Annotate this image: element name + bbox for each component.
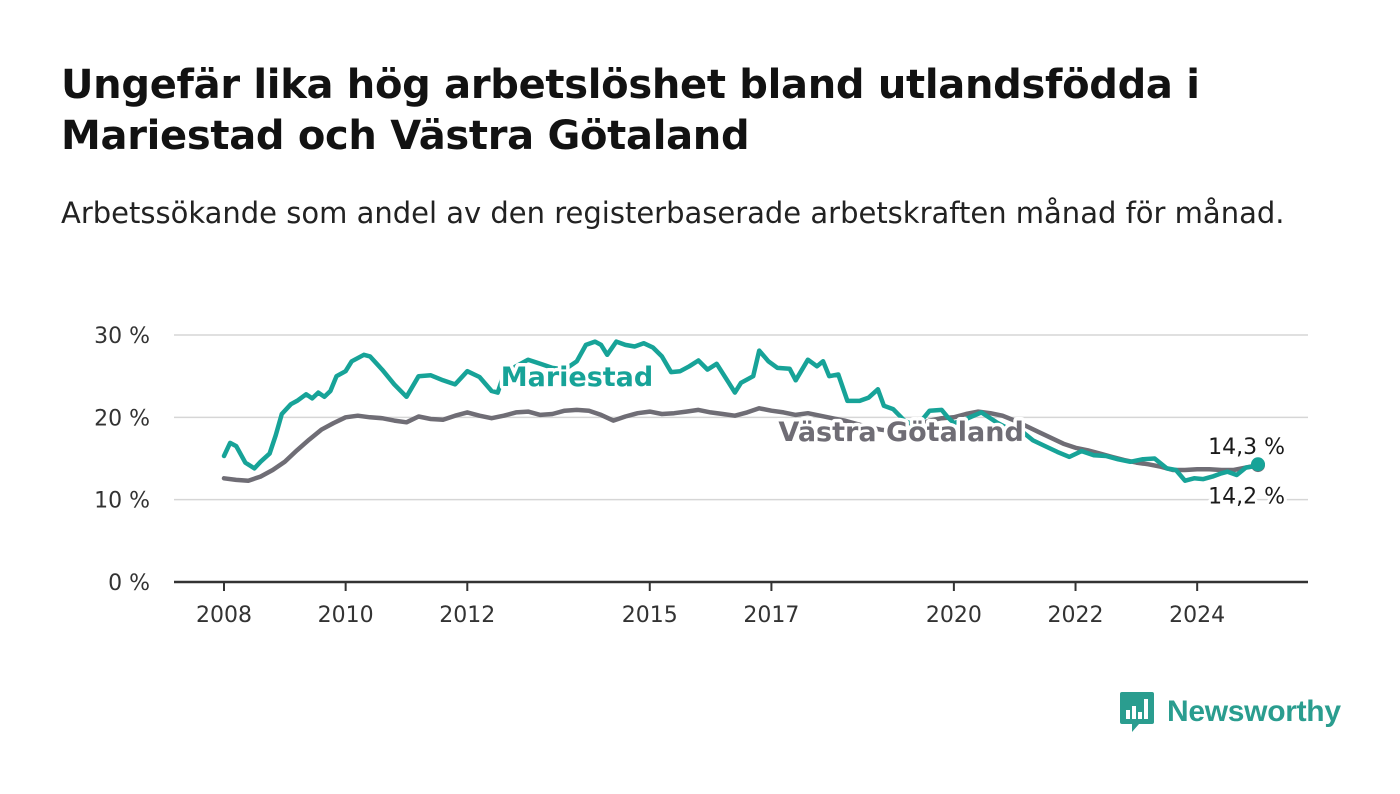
brand-name: Newsworthy [1167, 695, 1341, 728]
series-end-label-1: 14,2 % [1208, 485, 1285, 510]
y-tick-label-2: 20 % [94, 406, 150, 431]
x-tick-label-1: 2010 [318, 603, 374, 628]
series-end-label-0: 14,3 % [1208, 435, 1285, 460]
x-tick-label-3: 2015 [622, 603, 678, 628]
y-tick-label-1: 10 % [94, 489, 150, 514]
x-tick-label-4: 2017 [743, 603, 799, 628]
chart-subtitle: Arbetssökande som andel av den registerb… [61, 196, 1285, 230]
axes: 0 % 10 % 20 % 30 % 2008 2010 2012 2015 2017 2020 2… [94, 324, 1308, 628]
series-line-0 [221, 339, 1261, 483]
x-tick-label-0: 2008 [196, 603, 252, 628]
series-lines [221, 339, 1265, 483]
series-name-label-1: Västra Götaland [778, 417, 1023, 448]
y-tick-label-3: 30 % [94, 324, 150, 349]
chart-title: Ungefär lika hög arbetslöshet bland utla… [61, 62, 1200, 159]
x-tick-label-7: 2024 [1169, 603, 1225, 628]
x-tick-label-5: 2020 [926, 603, 982, 628]
x-tick-label-2: 2012 [439, 603, 495, 628]
series-name-label-0: Mariestad [501, 362, 654, 393]
series-end-point-0 [1251, 457, 1265, 472]
x-tick-label-6: 2022 [1048, 603, 1104, 628]
series-labels: Mariestad 14,3 % Västra Götaland 14,2 % [497, 359, 1288, 513]
newsworthy-brand: Newsworthy [1119, 690, 1341, 734]
newsworthy-logo-icon [1120, 692, 1154, 732]
y-tick-label-0: 0 % [108, 571, 150, 596]
series-line-1 [221, 406, 1261, 483]
